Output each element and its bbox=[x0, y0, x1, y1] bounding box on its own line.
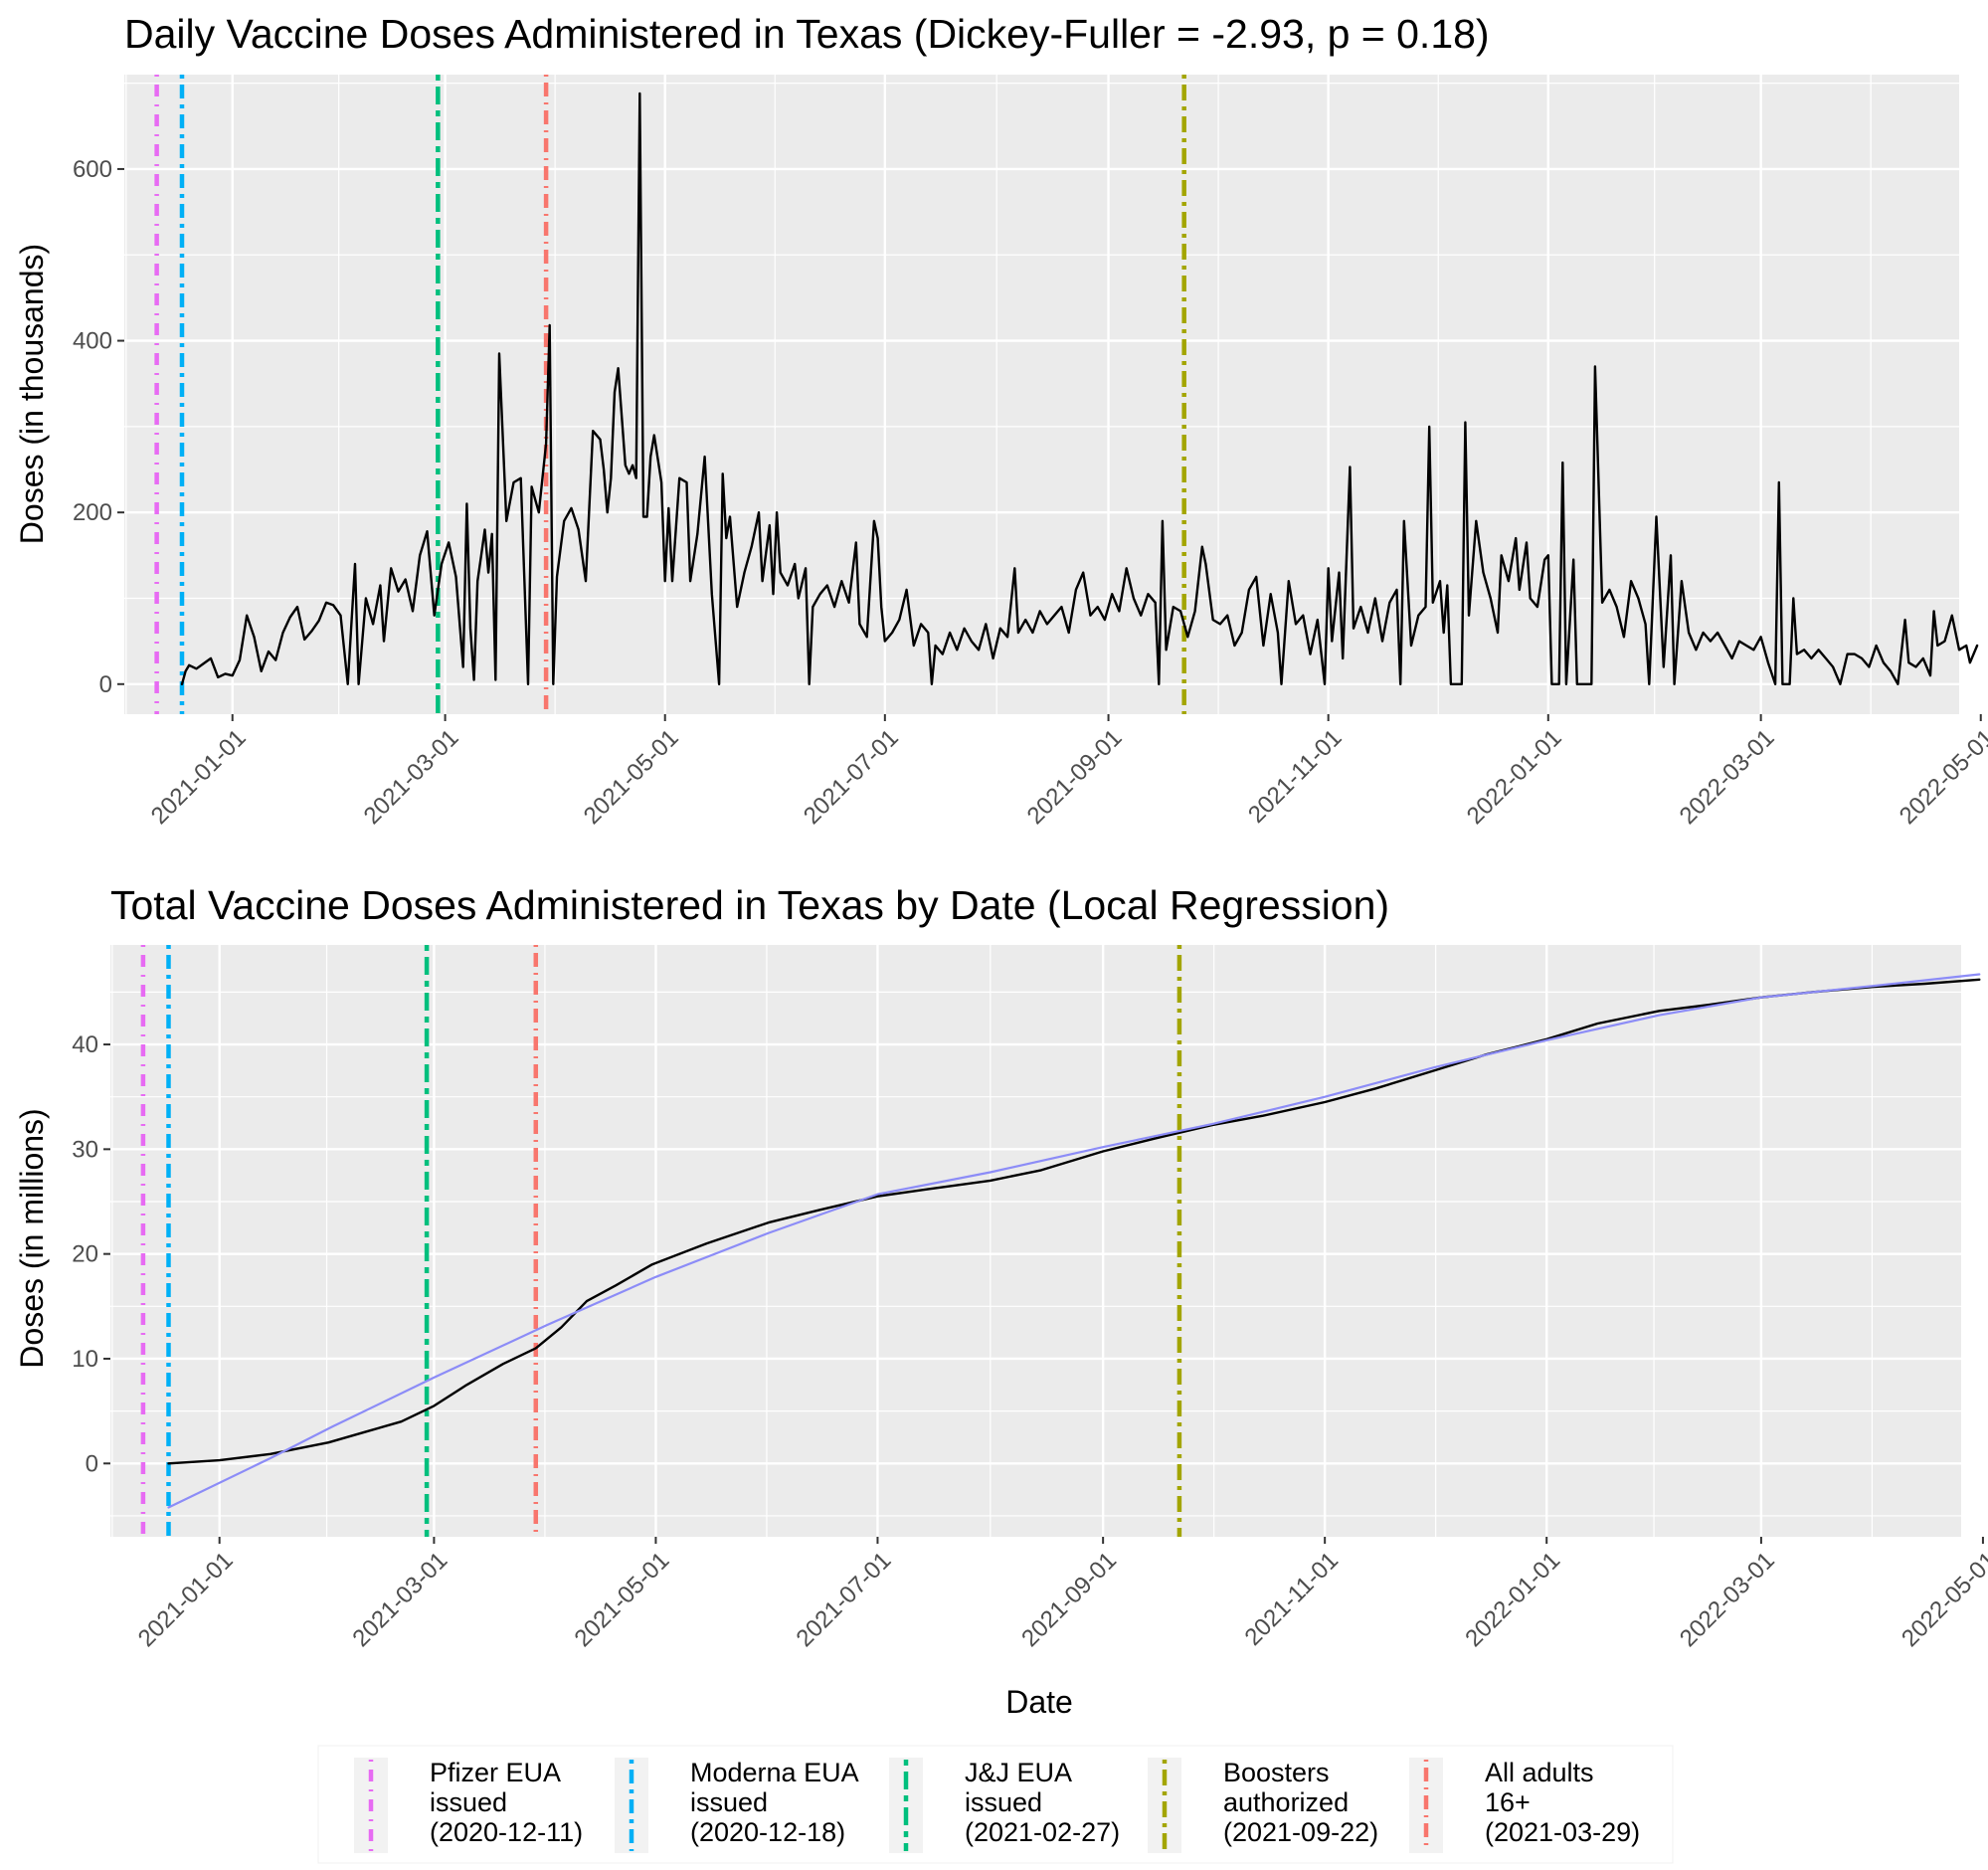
total-plot-background bbox=[110, 945, 1961, 1537]
total-y-axis-title: Doses (in millions) bbox=[14, 1108, 50, 1368]
y-tick-label: 0 bbox=[99, 671, 112, 698]
legend-label-line: Pfizer EUA bbox=[430, 1758, 561, 1787]
y-tick-label: 40 bbox=[72, 1031, 98, 1058]
legend-label-line: authorized bbox=[1223, 1787, 1349, 1817]
legend-label-line: All adults bbox=[1485, 1758, 1594, 1787]
y-tick-label: 0 bbox=[86, 1450, 98, 1477]
daily-y-axis-title: Doses (in thousands) bbox=[14, 244, 50, 544]
legend-label-line: (2020-12-18) bbox=[690, 1817, 845, 1847]
legend-label-line: (2020-12-11) bbox=[430, 1817, 583, 1847]
loess-fit-line bbox=[167, 973, 1981, 1509]
y-tick-label: 30 bbox=[72, 1136, 98, 1163]
legend-label-line: issued bbox=[430, 1787, 507, 1817]
daily-doses-panel: Daily Vaccine Doses Administered in Texa… bbox=[14, 11, 1988, 830]
y-tick-label: 600 bbox=[73, 156, 112, 183]
legend-label-line: (2021-09-22) bbox=[1223, 1817, 1378, 1847]
legend-label-line: J&J EUA bbox=[965, 1758, 1072, 1787]
legend-label-line: issued bbox=[690, 1787, 768, 1817]
y-tick-label: 200 bbox=[73, 499, 112, 526]
y-tick-label: 10 bbox=[72, 1346, 98, 1373]
legend-label-line: issued bbox=[965, 1787, 1042, 1817]
daily-doses-title: Daily Vaccine Doses Administered in Texa… bbox=[124, 11, 1490, 57]
x-axis-title: Date bbox=[1005, 1684, 1073, 1720]
legend-label-line: 16+ bbox=[1485, 1787, 1531, 1817]
y-tick-label: 400 bbox=[73, 328, 112, 355]
legend-label-line: Moderna EUA bbox=[690, 1758, 859, 1787]
legend-label-line: (2021-02-27) bbox=[965, 1817, 1120, 1847]
total-doses-line bbox=[167, 978, 1981, 1465]
y-tick-label: 20 bbox=[72, 1241, 98, 1268]
daily-doses-line bbox=[180, 92, 1979, 685]
legend-label-line: Boosters bbox=[1223, 1758, 1330, 1787]
legend-label-line: (2021-03-29) bbox=[1485, 1817, 1640, 1847]
total-doses-title: Total Vaccine Doses Administered in Texa… bbox=[110, 882, 1389, 928]
daily-plot-background bbox=[124, 75, 1959, 714]
